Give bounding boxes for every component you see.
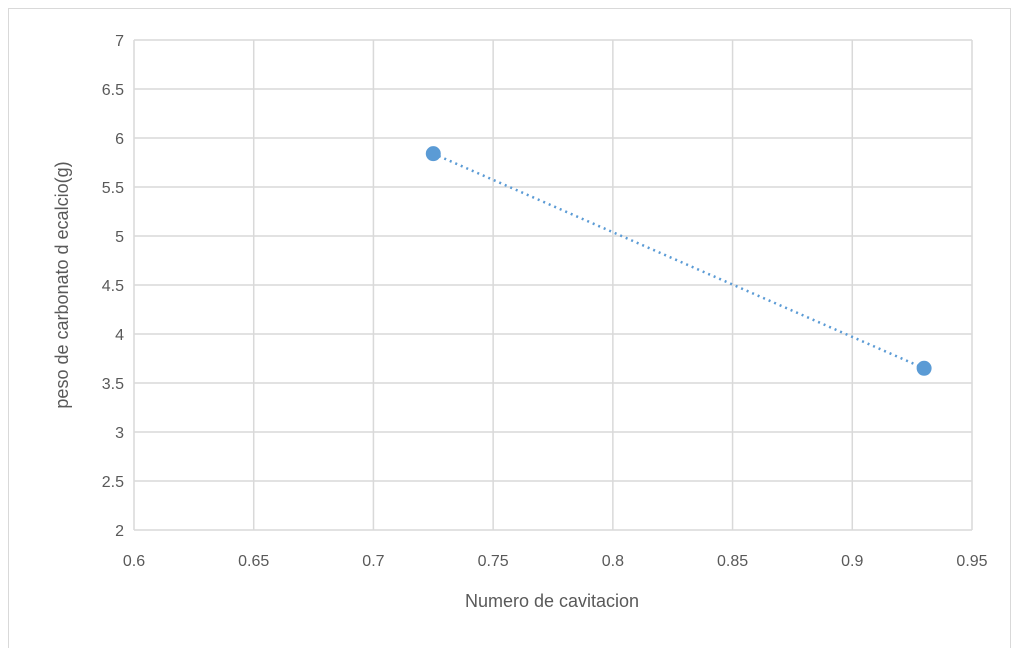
x-tick-label: 0.85 (717, 553, 748, 570)
x-tick-label: 0.8 (602, 553, 624, 570)
data-points (425, 146, 932, 376)
data-point (425, 146, 441, 162)
y-tick-label: 2.5 (102, 474, 124, 491)
y-tick-label: 3 (115, 425, 124, 442)
x-tick-label: 0.6 (123, 553, 145, 570)
y-tick-label: 7 (115, 33, 124, 50)
x-tick-label: 0.75 (478, 553, 509, 570)
y-tick-label: 5.5 (102, 180, 124, 197)
y-tick-label: 4.5 (102, 278, 124, 295)
y-tick-label: 2 (115, 523, 124, 540)
x-tick-label: 0.65 (238, 553, 269, 570)
y-tick-label: 5 (115, 229, 124, 246)
chart-frame (8, 8, 1011, 648)
x-tick-label: 0.9 (841, 553, 863, 570)
x-axis-ticks: 0.6 0.65 0.7 0.75 0.8 0.85 0.9 0.95 (123, 553, 988, 570)
linear-trendline (432, 152, 925, 370)
y-axis-ticks: 2 2.5 3 3.5 4 4.5 5 5.5 6 6.5 7 (102, 33, 124, 540)
y-axis-title: peso de carbonato d ecalcio(g) (52, 161, 72, 408)
x-tick-label: 0.95 (956, 553, 987, 570)
y-tick-label: 3.5 (102, 376, 124, 393)
data-point (916, 360, 932, 376)
x-tick-label: 0.7 (362, 553, 384, 570)
gridlines (133, 39, 973, 531)
x-axis-title: Numero de cavitacion (465, 591, 639, 611)
y-tick-label: 4 (115, 327, 124, 344)
y-tick-label: 6 (115, 131, 124, 148)
trendline-layer (432, 152, 925, 370)
y-tick-label: 6.5 (102, 82, 124, 99)
